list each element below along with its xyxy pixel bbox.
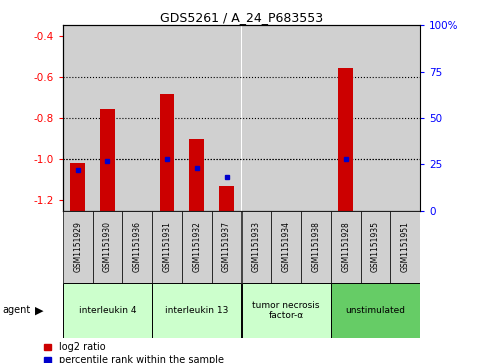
Bar [242, 211, 271, 283]
Bar [361, 25, 390, 211]
Bar [63, 283, 152, 338]
Bar [242, 283, 331, 338]
Text: interleukin 13: interleukin 13 [165, 306, 228, 315]
Text: tumor necrosis
factor-α: tumor necrosis factor-α [253, 301, 320, 320]
Bar [331, 211, 361, 283]
Bar [331, 283, 420, 338]
Bar [390, 25, 420, 211]
Bar [122, 25, 152, 211]
Bar [219, 186, 234, 211]
Bar [361, 211, 390, 283]
Bar [301, 211, 331, 283]
Text: GSM1151951: GSM1151951 [401, 221, 410, 272]
Bar [331, 25, 361, 211]
Text: GSM1151931: GSM1151931 [163, 221, 171, 272]
Text: interleukin 4: interleukin 4 [79, 306, 136, 315]
Bar [152, 211, 182, 283]
Text: GSM1151928: GSM1151928 [341, 221, 350, 272]
Bar [301, 25, 331, 211]
Text: GSM1151934: GSM1151934 [282, 221, 291, 272]
Text: GSM1151935: GSM1151935 [371, 221, 380, 272]
Text: GSM1151932: GSM1151932 [192, 221, 201, 272]
Bar [271, 25, 301, 211]
Bar [212, 211, 242, 283]
Bar [271, 211, 301, 283]
Bar [189, 139, 204, 211]
Bar [152, 283, 242, 338]
Text: GSM1151929: GSM1151929 [73, 221, 82, 272]
Bar [100, 109, 115, 211]
Bar [390, 211, 420, 283]
Bar [93, 211, 122, 283]
Bar [152, 25, 182, 211]
Bar [182, 211, 212, 283]
Bar [182, 25, 212, 211]
Bar [122, 211, 152, 283]
Bar [338, 68, 353, 211]
Text: unstimulated: unstimulated [345, 306, 406, 315]
Title: GDS5261 / A_24_P683553: GDS5261 / A_24_P683553 [160, 11, 323, 24]
Bar [212, 25, 242, 211]
Bar [159, 94, 174, 211]
Text: GSM1151936: GSM1151936 [133, 221, 142, 272]
Text: GSM1151938: GSM1151938 [312, 221, 320, 272]
Bar [70, 163, 85, 211]
Bar [63, 25, 93, 211]
Text: GSM1151937: GSM1151937 [222, 221, 231, 272]
Text: GSM1151933: GSM1151933 [252, 221, 261, 272]
Bar [93, 25, 122, 211]
Text: ▶: ▶ [35, 305, 44, 315]
Text: GSM1151930: GSM1151930 [103, 221, 112, 272]
Bar [63, 211, 93, 283]
Bar [242, 25, 271, 211]
Legend: log2 ratio, percentile rank within the sample: log2 ratio, percentile rank within the s… [43, 342, 224, 363]
Text: agent: agent [2, 305, 30, 315]
